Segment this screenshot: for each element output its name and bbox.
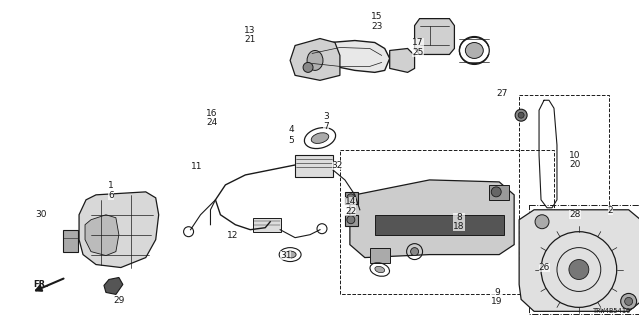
Text: 4: 4 — [289, 125, 294, 134]
Ellipse shape — [311, 133, 329, 143]
Text: 8
18: 8 18 — [453, 213, 465, 231]
Text: 31: 31 — [280, 251, 291, 260]
Circle shape — [535, 215, 549, 229]
Bar — [370, 248, 390, 262]
Text: 13
21: 13 21 — [244, 26, 255, 44]
Text: 29: 29 — [113, 296, 125, 305]
Text: 17
25: 17 25 — [412, 38, 424, 57]
Ellipse shape — [307, 51, 323, 70]
Bar — [529, 205, 640, 314]
Text: 16
24: 16 24 — [206, 108, 218, 127]
Bar — [295, 155, 333, 177]
Text: 28: 28 — [569, 210, 580, 219]
Text: 10
20: 10 20 — [569, 151, 580, 169]
Text: 3
7: 3 7 — [323, 112, 329, 131]
Ellipse shape — [465, 43, 483, 59]
Circle shape — [625, 297, 632, 305]
Bar — [63, 230, 78, 252]
Polygon shape — [350, 180, 514, 258]
Bar — [253, 218, 281, 232]
Text: 32: 32 — [332, 161, 343, 170]
Ellipse shape — [284, 251, 296, 258]
Polygon shape — [290, 38, 340, 80]
Text: FR.: FR. — [33, 280, 49, 289]
Circle shape — [515, 109, 527, 121]
Text: 27: 27 — [496, 89, 508, 98]
Polygon shape — [85, 215, 119, 256]
Circle shape — [303, 62, 313, 72]
Text: 2: 2 — [608, 206, 613, 215]
Bar — [340, 150, 554, 294]
Circle shape — [492, 187, 501, 197]
Polygon shape — [519, 210, 640, 311]
Polygon shape — [415, 19, 454, 54]
Circle shape — [347, 194, 355, 202]
Polygon shape — [300, 41, 390, 72]
Circle shape — [411, 248, 419, 256]
Text: 11: 11 — [191, 162, 203, 171]
Polygon shape — [79, 192, 159, 268]
Circle shape — [347, 216, 355, 224]
Polygon shape — [104, 277, 123, 294]
Text: 15
23: 15 23 — [371, 12, 383, 31]
Text: 9
19: 9 19 — [492, 288, 503, 306]
Circle shape — [621, 293, 637, 309]
Text: 12: 12 — [227, 231, 238, 240]
Bar — [375, 215, 504, 235]
Bar — [489, 185, 509, 200]
Text: 26: 26 — [539, 263, 550, 272]
Text: 1
6: 1 6 — [108, 181, 114, 200]
Polygon shape — [345, 215, 358, 226]
Polygon shape — [345, 192, 358, 204]
Polygon shape — [390, 49, 415, 72]
Text: 5: 5 — [289, 136, 294, 145]
Text: TRW4B5410: TRW4B5410 — [593, 308, 630, 314]
Ellipse shape — [375, 266, 385, 273]
Text: 30: 30 — [35, 210, 47, 219]
Bar — [519, 95, 609, 260]
Circle shape — [518, 112, 524, 118]
Circle shape — [569, 260, 589, 279]
Text: 14
22: 14 22 — [345, 197, 356, 216]
